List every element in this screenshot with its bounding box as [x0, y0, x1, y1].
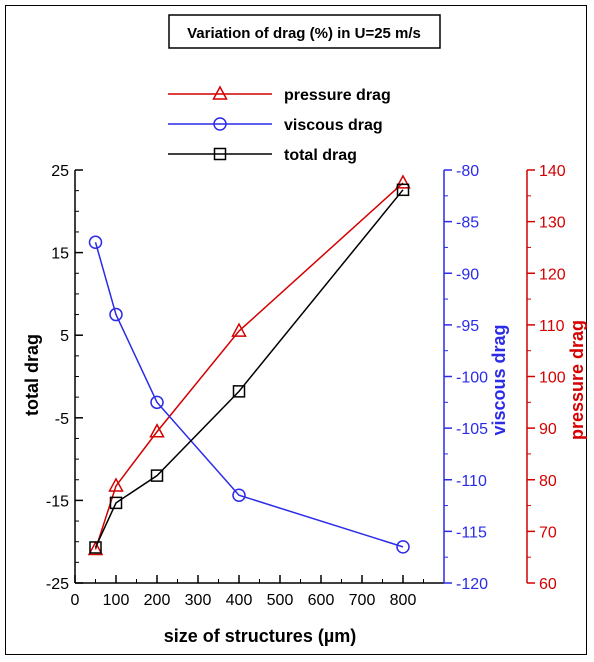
total-drag-point — [396, 183, 410, 197]
pressure-drag-tick-label: 70 — [539, 524, 557, 541]
total-drag-line — [94, 189, 404, 548]
total-drag-tick-label: -5 — [55, 411, 69, 428]
total-drag-tick-label: 15 — [51, 246, 69, 263]
pressure-drag-point — [231, 322, 247, 337]
viscous-drag-tick-label: -100 — [456, 370, 488, 387]
series-layer — [87, 174, 411, 556]
total-drag-point — [109, 496, 123, 510]
viscous-drag-tick-label: -115 — [456, 524, 487, 541]
pressure-drag-point — [395, 174, 411, 189]
viscous-drag-tick-label: -95 — [456, 318, 479, 335]
viscous-drag-tick-label: -85 — [456, 215, 479, 232]
pressure-drag-tick-label: 60 — [539, 576, 557, 593]
viscous-drag-axis-label: viscous drag — [489, 324, 509, 435]
viscous-drag-tick-label: -80 — [456, 163, 479, 180]
pressure-drag-tick-label: 90 — [539, 421, 557, 438]
pressure-drag-axis-label: pressure drag — [567, 320, 587, 440]
pressure-drag-point — [87, 540, 104, 556]
total-drag-axis-label: total drag — [22, 334, 42, 416]
viscous-drag-point — [88, 235, 103, 250]
total-drag-tick-label: -25 — [46, 576, 69, 593]
pressure-drag-tick-label: 80 — [539, 473, 557, 490]
total-drag-point — [232, 385, 246, 398]
pressure-drag-tick-label: 100 — [539, 370, 566, 387]
pressure-drag-series — [87, 174, 411, 556]
viscous-drag-tick-label: -120 — [456, 576, 488, 593]
x-axis-label: size of structures (µm) — [164, 626, 356, 646]
x-tick-label: 300 — [185, 592, 212, 609]
legend-label: viscous drag — [284, 117, 383, 134]
viscous-drag-tick-label: -110 — [456, 473, 487, 490]
viscous-drag-tick-label: -90 — [456, 266, 479, 283]
total-drag-point — [89, 541, 102, 554]
legend-label: total drag — [284, 147, 357, 164]
legend: pressure drag viscous drag total drag — [168, 85, 391, 164]
legend-item-total-drag: total drag — [168, 147, 357, 164]
viscous-drag-point — [232, 488, 246, 502]
viscous-drag-line — [94, 242, 404, 548]
pressure-drag-tick-label: 140 — [539, 163, 566, 180]
x-tick-label: 600 — [308, 592, 335, 609]
legend-marker — [213, 147, 227, 161]
legend-item-viscous-drag: viscous drag — [168, 117, 383, 134]
pressure-drag-point — [108, 477, 124, 492]
chart-title: Variation of drag (%) in U=25 m/s — [187, 25, 421, 42]
viscous-drag-point — [109, 307, 123, 322]
viscous-drag-tick-label: -105 — [456, 421, 488, 438]
total-drag-point — [150, 469, 164, 482]
chart-frame — [5, 5, 587, 655]
x-tick-label: 500 — [267, 592, 294, 609]
total-drag-tick-label: 5 — [60, 328, 69, 345]
axes: 25 15 5 -5 -15 -250 100 200 300 400 500 600 700 800 -8… — [46, 163, 566, 609]
x-tick-label: 100 — [103, 592, 130, 609]
legend-marker — [213, 117, 227, 131]
total-drag-tick-label: -15 — [46, 493, 69, 510]
viscous-drag-series — [88, 235, 410, 554]
pressure-drag-tick-label: 110 — [539, 318, 565, 335]
legend-marker — [212, 85, 228, 100]
x-tick-label: 0 — [71, 592, 80, 609]
chart-title-box: Variation of drag (%) in U=25 m/s — [168, 14, 441, 49]
total-drag-tick-label: 25 — [51, 163, 69, 180]
legend-label: pressure drag — [284, 87, 391, 104]
pressure-drag-tick-label: 120 — [539, 266, 566, 283]
legend-item-pressure-drag: pressure drag — [168, 85, 391, 104]
total-drag-series — [89, 183, 410, 554]
x-tick-label: 700 — [349, 592, 376, 609]
x-tick-label: 200 — [144, 592, 171, 609]
pressure-drag-tick-label: 130 — [539, 215, 566, 232]
pressure-drag-line — [94, 182, 404, 550]
pressure-drag-point — [149, 423, 165, 438]
x-tick-label: 400 — [226, 592, 253, 609]
x-tick-label: 800 — [390, 592, 417, 609]
viscous-drag-point — [150, 395, 164, 410]
viscous-drag-point — [396, 540, 410, 554]
